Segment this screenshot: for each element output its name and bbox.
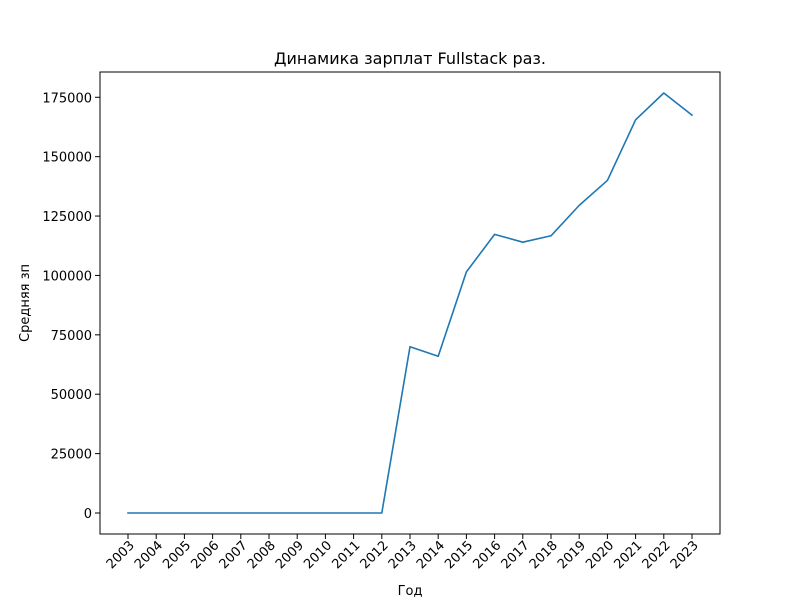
x-tick-label: 2021	[611, 538, 645, 572]
y-tick-label: 50000	[51, 388, 92, 403]
x-tick-label: 2013	[386, 538, 420, 572]
y-tick-label: 25000	[51, 448, 92, 463]
y-tick-label: 100000	[42, 269, 92, 284]
x-tick-label: 2007	[217, 538, 251, 572]
x-tick-label: 2012	[358, 538, 392, 572]
x-tick-label: 2020	[583, 538, 617, 572]
x-tick-label: 2022	[640, 538, 674, 572]
x-tick-label: 2009	[273, 538, 307, 572]
plot-area	[99, 71, 721, 535]
y-tick-label: 125000	[42, 210, 92, 225]
series-layer	[127, 92, 694, 514]
x-tick-label: 2016	[470, 538, 504, 572]
y-tick-label: 0	[84, 507, 92, 522]
x-tick-label: 2010	[301, 538, 335, 572]
x-tick-label: 2004	[132, 538, 166, 572]
x-tick-label: 2018	[527, 538, 561, 572]
y-tick-label: 175000	[42, 91, 92, 106]
x-tick-label: 2015	[442, 538, 476, 572]
x-tick-label: 2003	[104, 538, 138, 572]
x-tick-label: 2017	[499, 538, 533, 572]
x-axis: 2003200420052006200720082009201020112012…	[104, 534, 702, 572]
x-axis-label: Год	[398, 584, 423, 599]
chart-title: Динамика зарплат Fullstack раз.	[274, 49, 546, 68]
x-tick-label: 2014	[414, 538, 448, 572]
x-tick-label: 2023	[668, 538, 702, 572]
x-tick-label: 2019	[555, 538, 589, 572]
y-axis: 0 25000 50000 75000 100000 125000 150000 175000	[42, 91, 100, 522]
y-tick-label: 150000	[42, 151, 92, 166]
x-tick-label: 2006	[188, 538, 222, 572]
x-tick-label: 2005	[160, 538, 194, 572]
y-axis-label: Средняя зп	[18, 264, 33, 342]
x-tick-label: 2011	[329, 538, 363, 572]
x-tick-label: 2008	[245, 538, 279, 572]
series-line	[127, 92, 694, 514]
y-tick-label: 75000	[51, 329, 92, 344]
